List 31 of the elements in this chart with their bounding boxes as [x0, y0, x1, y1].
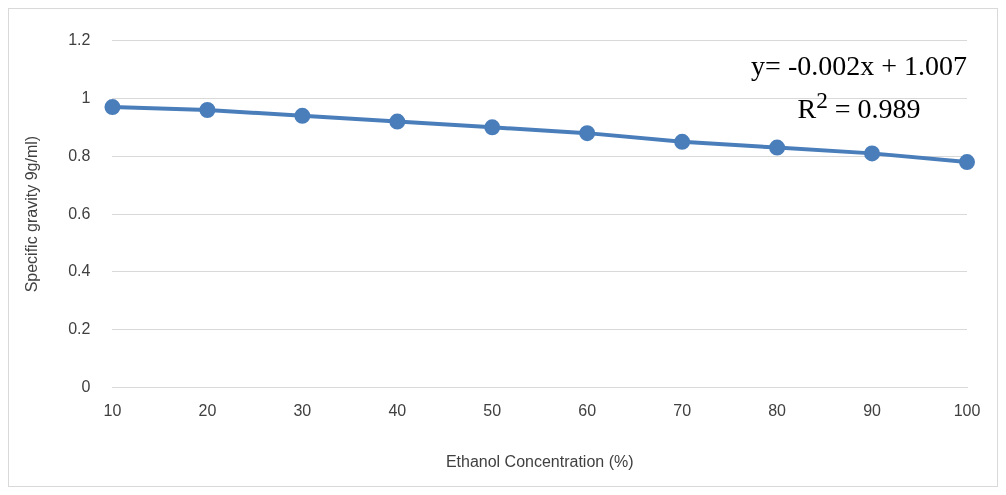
point [959, 154, 975, 171]
point [769, 139, 786, 156]
x-axis-title: Ethanol Concentration (%) [445, 452, 634, 470]
y-tick-label: 0.6 [68, 204, 91, 222]
x-tick-label: 50 [483, 401, 502, 419]
x-tick-label: 40 [388, 401, 407, 419]
point [864, 145, 881, 162]
annotation: y= -0.002x + 1.007 [751, 49, 967, 83]
x-tick-label: 100 [953, 401, 981, 419]
y-tick-label: 1.2 [68, 31, 91, 49]
point [199, 102, 216, 118]
x-tick-label: 60 [578, 401, 597, 419]
point [674, 133, 691, 150]
x-tick-label: 90 [863, 401, 882, 419]
x-tick-label: 70 [673, 401, 692, 419]
x-tick-label: 80 [768, 401, 787, 419]
y-axis-title: Specific gravity 9g/ml) [23, 135, 41, 293]
y-tick-label: 1 [81, 88, 91, 106]
y-tick-label: 0.2 [68, 320, 91, 338]
x-tick-label: 20 [198, 401, 217, 419]
x-tick-label: 10 [103, 401, 122, 419]
point [389, 113, 406, 130]
x-tick-label: 30 [293, 401, 312, 419]
y-tick-label: 0.8 [68, 146, 91, 164]
point [484, 119, 501, 136]
annotation: R$^{2}$ = 0.989 [796, 86, 922, 127]
y-tick-label: 0.4 [68, 262, 91, 280]
point [579, 125, 596, 142]
point [294, 107, 311, 124]
y-tick-label: 0 [81, 378, 91, 396]
point [104, 99, 121, 116]
